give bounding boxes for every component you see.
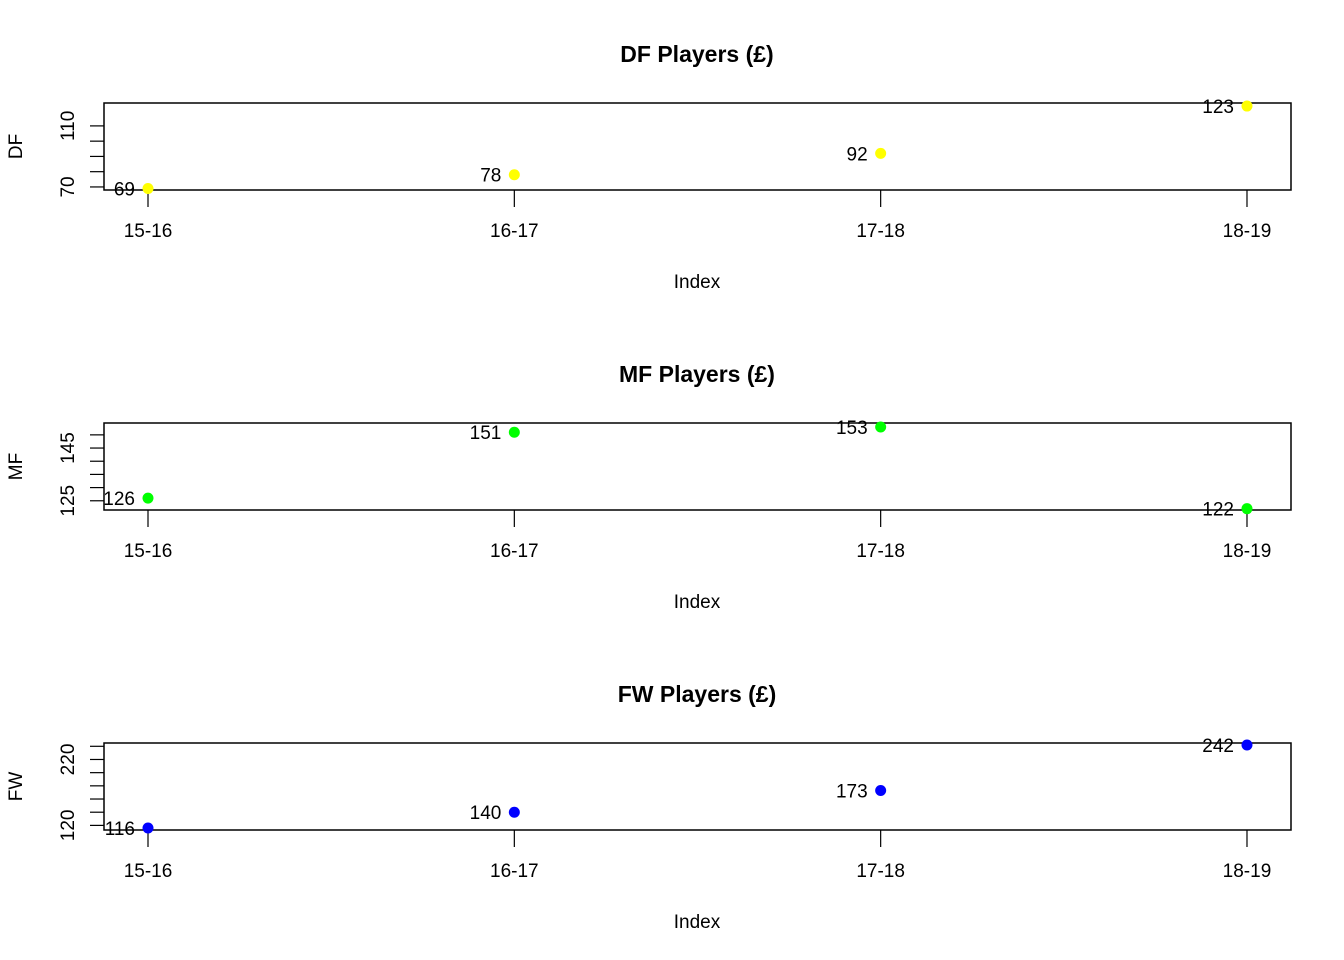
x-tick-label: 15-16 xyxy=(124,861,173,882)
panel-fw: FW Players (£) 120 220 FW 15-16 16-17 17-18 18-… xyxy=(6,681,1292,933)
x-tick-label: 17-18 xyxy=(856,221,905,242)
data-label: 123 xyxy=(1202,97,1234,118)
x-tick-label: 15-16 xyxy=(124,221,173,242)
x-tick-label: 15-16 xyxy=(124,541,173,562)
data-label: 116 xyxy=(105,819,135,840)
data-label: 242 xyxy=(1202,736,1234,757)
data-point xyxy=(875,147,887,159)
data-label: 92 xyxy=(847,144,868,165)
plot-frame xyxy=(103,422,1292,511)
y-tick-label: 145 xyxy=(58,432,79,464)
x-tick-label: 17-18 xyxy=(856,541,905,562)
y-axis-label: FW xyxy=(6,772,27,802)
panel-mf: MF Players (£) 125 145 MF 15-16 16-17 17-18 18-… xyxy=(6,361,1292,613)
data-label: 140 xyxy=(470,803,502,824)
data-label: 126 xyxy=(103,489,135,510)
chart-title: MF Players (£) xyxy=(619,361,775,387)
data-label: 69 xyxy=(114,179,135,200)
data-point xyxy=(508,426,520,438)
data-point xyxy=(875,784,887,796)
data-point xyxy=(142,182,154,194)
x-axis-label: Index xyxy=(674,272,721,293)
x-axis-label: Index xyxy=(674,912,721,933)
x-tick-label: 18-19 xyxy=(1223,541,1272,562)
x-tick-label: 16-17 xyxy=(490,221,539,242)
data-point xyxy=(1241,100,1253,112)
data-label: 173 xyxy=(836,781,868,802)
x-tick-label: 16-17 xyxy=(490,541,539,562)
y-axis-label: MF xyxy=(6,453,27,480)
chart-title: DF Players (£) xyxy=(620,41,773,67)
data-label: 78 xyxy=(480,166,501,187)
x-tick-label: 17-18 xyxy=(856,861,905,882)
data-point xyxy=(875,421,887,433)
data-label: 122 xyxy=(1202,500,1234,521)
data-label: 153 xyxy=(836,418,868,439)
chart-title: FW Players (£) xyxy=(618,681,777,707)
data-point xyxy=(142,492,154,504)
y-tick-label: 70 xyxy=(58,176,79,197)
data-point xyxy=(1241,503,1253,515)
plot-frame xyxy=(103,742,1292,831)
x-tick-label: 18-19 xyxy=(1223,861,1272,882)
y-tick-label: 120 xyxy=(58,810,79,842)
data-point xyxy=(1241,739,1253,751)
x-tick-label: 16-17 xyxy=(490,861,539,882)
y-tick-label: 110 xyxy=(58,111,79,141)
data-label: 151 xyxy=(470,423,502,444)
x-tick-label: 18-19 xyxy=(1223,221,1272,242)
y-axis-label: DF xyxy=(6,134,27,159)
data-point xyxy=(142,822,154,834)
data-point xyxy=(508,806,520,818)
data-point xyxy=(508,169,520,181)
x-axis-label: Index xyxy=(674,592,721,613)
panel-df: DF Players (£) 70 110 DF 15-16 16-17 17-18 18-1… xyxy=(6,41,1292,293)
plot-frame xyxy=(103,102,1292,191)
y-tick-label: 125 xyxy=(58,485,79,517)
y-tick-label: 220 xyxy=(58,744,79,776)
